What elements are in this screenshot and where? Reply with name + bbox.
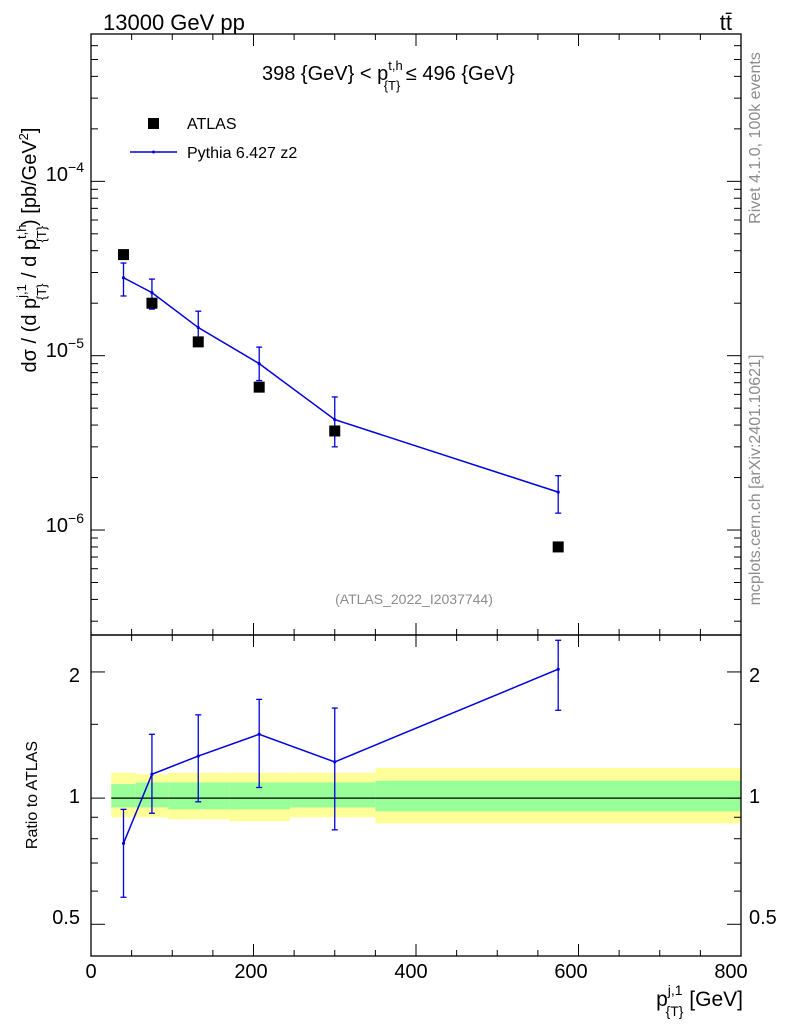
ratio-tick-label-1-right: 1 [749, 786, 760, 808]
main-panel-title: 398 {GeV} < pt,h {T} ≤ 496 {GeV} [262, 58, 515, 93]
band-inner-0 [111, 784, 136, 808]
atlas-series-main [118, 249, 564, 553]
legend-pythia-marker [152, 150, 155, 154]
ratio-y-axis-label: Ratio to ATLAS [24, 741, 41, 849]
pythia-line [123, 277, 559, 493]
atlas-point-4 [329, 425, 341, 437]
ratio-point-1 [150, 772, 154, 776]
pythia-point-4 [333, 417, 337, 422]
pythia-series-main [120, 262, 562, 514]
ratio-point-2 [196, 754, 200, 758]
atlas-point-0 [118, 249, 129, 261]
ratio-tick-label-1: 1 [69, 786, 80, 808]
atlas-point-5 [552, 541, 564, 553]
atlas-point-1 [146, 297, 158, 309]
y-tick-label-1e-4: 10−4 [46, 159, 84, 186]
pythia-point-5 [556, 490, 560, 494]
ratio-tick-label-0-5: 0.5 [52, 907, 80, 929]
x-tick-label-200: 200 [234, 961, 267, 983]
x-axis-label: pj,1 {T} [GeV] [656, 982, 743, 1019]
band-inner-4 [290, 782, 376, 808]
ratio-tick-label-0-5-right: 0.5 [749, 907, 777, 929]
source-reference: mcplots.cern.ch [arXiv:2401.10621] [747, 355, 764, 606]
ratio-pythia-line [122, 668, 559, 844]
x-tick-label-600: 600 [554, 961, 587, 983]
x-tick-label-0: 0 [85, 961, 96, 983]
legend-pythia-label: Pythia 6.427 z2 [187, 145, 297, 162]
header-right: tt̄ [720, 10, 732, 35]
pythia-point-1 [150, 291, 154, 295]
uncertainty-bands [111, 767, 741, 824]
pythia-point-3 [257, 362, 261, 366]
band-inner-5 [375, 780, 741, 812]
main-y-axis-label: dσ / (d pj,1 {T} / d pt,h {T}) [pb/GeV2] [14, 128, 49, 373]
ratio-point-4 [333, 760, 337, 764]
atlas-point-2 [192, 336, 204, 348]
ratio-tick-label-2: 2 [69, 665, 80, 687]
legend-atlas-marker [148, 118, 159, 129]
atlas-point-3 [253, 381, 265, 393]
pythia-point-0 [121, 276, 126, 280]
y-tick-label-1e-5: 10−5 [46, 335, 84, 362]
ratio-tick-label-2-right: 2 [749, 665, 760, 687]
axis-ticks [90, 33, 742, 956]
rivet-version: Rivet 4.1.0, 100k events [747, 52, 764, 224]
y-tick-label-1e-6: 10−6 [46, 510, 84, 537]
pythia-point-2 [196, 325, 200, 330]
ratio-point-3 [257, 732, 261, 736]
pythia-series-ratio [120, 639, 562, 898]
ratio-point-5 [556, 667, 560, 671]
header-left: 13000 GeV pp [103, 10, 245, 35]
ratio-point-0 [121, 841, 126, 845]
x-tick-label-800: 800 [714, 961, 747, 983]
x-tick-label-400: 400 [394, 961, 427, 983]
legend-atlas-label: ATLAS [187, 116, 237, 133]
analysis-watermark: (ATLAS_2022_I2037744) [335, 591, 493, 607]
